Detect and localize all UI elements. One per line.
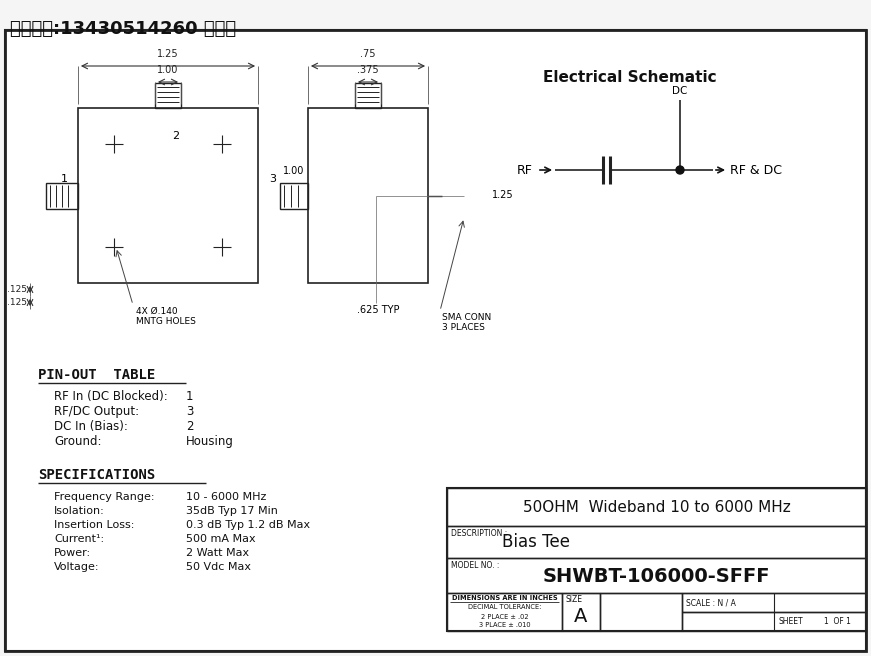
- Bar: [682, 612, 866, 631]
- Text: 3: 3: [186, 405, 193, 418]
- FancyBboxPatch shape: [532, 91, 728, 245]
- Text: DECIMAL TOLERANCE:: DECIMAL TOLERANCE:: [468, 604, 541, 610]
- Bar: [447, 558, 866, 593]
- Bar: [447, 593, 562, 631]
- Text: SPECIFICATIONS: SPECIFICATIONS: [38, 468, 155, 482]
- Bar: [155, 83, 181, 108]
- Text: 4X Ø.140
MNTG HOLES: 4X Ø.140 MNTG HOLES: [136, 307, 196, 327]
- Text: .625 TYP: .625 TYP: [357, 305, 399, 315]
- Text: 2 PLACE ± .02: 2 PLACE ± .02: [481, 614, 529, 620]
- Text: RF/DC Output:: RF/DC Output:: [54, 405, 139, 418]
- Text: DESCRIPTION :: DESCRIPTION :: [451, 529, 507, 538]
- Bar: [447, 526, 866, 558]
- Text: 1.25: 1.25: [492, 190, 514, 201]
- Text: RF & DC: RF & DC: [730, 163, 782, 176]
- Bar: [562, 593, 600, 631]
- Text: .375: .375: [357, 65, 379, 75]
- Text: .75: .75: [361, 49, 375, 59]
- Text: 2: 2: [186, 420, 193, 433]
- Bar: [46, 182, 78, 209]
- Bar: [355, 83, 381, 108]
- Text: 3: 3: [269, 174, 276, 184]
- Text: 3 PLACE ± .010: 3 PLACE ± .010: [479, 622, 530, 628]
- Text: Housing: Housing: [186, 435, 234, 448]
- Text: DIMENSIONS ARE IN INCHES: DIMENSIONS ARE IN INCHES: [452, 595, 557, 601]
- Text: Electrical Schematic: Electrical Schematic: [544, 70, 717, 85]
- Text: Power:: Power:: [54, 548, 91, 558]
- Text: Bias Tee: Bias Tee: [502, 533, 570, 551]
- Text: RF: RF: [517, 163, 533, 176]
- Text: 2: 2: [172, 131, 179, 141]
- Circle shape: [676, 166, 684, 174]
- Text: 50OHM  Wideband 10 to 6000 MHz: 50OHM Wideband 10 to 6000 MHz: [523, 499, 790, 514]
- Bar: [447, 488, 866, 526]
- Text: Insertion Loss:: Insertion Loss:: [54, 520, 134, 530]
- Text: 0.3 dB Typ 1.2 dB Max: 0.3 dB Typ 1.2 dB Max: [186, 520, 310, 530]
- Text: 1: 1: [186, 390, 193, 403]
- Bar: [308, 108, 428, 283]
- Text: SCALE : N / A: SCALE : N / A: [686, 598, 736, 607]
- Text: 1.00: 1.00: [283, 165, 305, 176]
- Text: SHWBT-106000-SFFF: SHWBT-106000-SFFF: [543, 567, 770, 586]
- Text: .125: .125: [7, 285, 27, 294]
- Text: 2 Watt Max: 2 Watt Max: [186, 548, 249, 558]
- Text: 1.25: 1.25: [157, 49, 179, 59]
- Text: PIN-OUT  TABLE: PIN-OUT TABLE: [38, 368, 155, 382]
- Text: SIZE: SIZE: [565, 595, 582, 604]
- Text: Voltage:: Voltage:: [54, 562, 99, 572]
- Bar: [600, 593, 682, 631]
- Text: 联系电话:13430514260 张先生: 联系电话:13430514260 张先生: [10, 20, 236, 38]
- Text: 500 mA Max: 500 mA Max: [186, 534, 255, 544]
- Text: DC: DC: [672, 86, 688, 96]
- Text: 1.00: 1.00: [158, 65, 179, 75]
- Text: SMA CONN
3 PLACES: SMA CONN 3 PLACES: [442, 313, 491, 333]
- Text: .125: .125: [7, 298, 27, 307]
- Text: RF In (DC Blocked):: RF In (DC Blocked):: [54, 390, 168, 403]
- Text: Ground:: Ground:: [54, 435, 102, 448]
- Text: 1  OF 1: 1 OF 1: [824, 617, 851, 626]
- Text: A: A: [574, 607, 588, 626]
- Bar: [447, 488, 866, 631]
- Text: Current¹:: Current¹:: [54, 534, 105, 544]
- Text: 10 - 6000 MHz: 10 - 6000 MHz: [186, 492, 267, 502]
- Bar: [280, 182, 308, 209]
- Text: Isolation:: Isolation:: [54, 506, 105, 516]
- Text: Frequency Range:: Frequency Range:: [54, 492, 154, 502]
- Bar: [78, 108, 258, 283]
- Text: MODEL NO. :: MODEL NO. :: [451, 561, 499, 570]
- Text: 1: 1: [60, 174, 67, 184]
- Text: DC In (Bias):: DC In (Bias):: [54, 420, 128, 433]
- Bar: [682, 593, 866, 612]
- Text: 35dB Typ 17 Min: 35dB Typ 17 Min: [186, 506, 278, 516]
- Text: SHEET: SHEET: [778, 617, 802, 626]
- Text: 50 Vdc Max: 50 Vdc Max: [186, 562, 251, 572]
